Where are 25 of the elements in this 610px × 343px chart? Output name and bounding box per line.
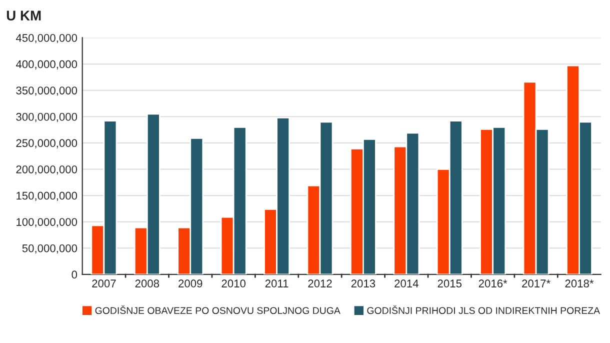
x-tick-label: 2011 (265, 280, 288, 288)
chart-title: U KM (6, 10, 41, 20)
y-tick-label: 0 (72, 270, 78, 279)
y-tick-label: 350,000,000 (16, 86, 78, 96)
y-tick-label: 150,000,000 (16, 192, 78, 201)
y-tick-label: 450,000,000 (16, 34, 78, 44)
x-tick-label: 2014 (394, 280, 418, 288)
y-tick-label: 250,000,000 (16, 139, 78, 148)
x-tick-label: 2008 (135, 280, 160, 288)
y-tick-label: 200,000,000 (16, 165, 78, 175)
y-tick-label: 100,000,000 (16, 218, 78, 228)
y-tick-label: 400,000,000 (16, 60, 78, 70)
x-tick-label: 2009 (178, 280, 202, 288)
y-tick-label: 300,000,000 (16, 112, 78, 122)
x-tick-label: 2018* (565, 280, 594, 288)
x-tick-label: 2013 (351, 280, 376, 288)
legend-label: GODIŠNJE OBAVEZE PO OSNOVU SPOLJNOG DUGA (95, 305, 340, 314)
x-tick-label: 2012 (308, 280, 332, 288)
x-tick-label: 2017* (522, 280, 550, 288)
legend-label: GODIŠNJI PRIHODI JLS OD INDIREKTNIH POREZA (367, 305, 600, 314)
x-tick-label: 2010 (222, 280, 246, 288)
y-tick-label: 50,000,000 (22, 244, 78, 254)
x-tick-label: 2016* (478, 280, 508, 288)
x-tick-label: 2015 (438, 280, 462, 288)
x-tick-label: 2007 (92, 280, 116, 288)
